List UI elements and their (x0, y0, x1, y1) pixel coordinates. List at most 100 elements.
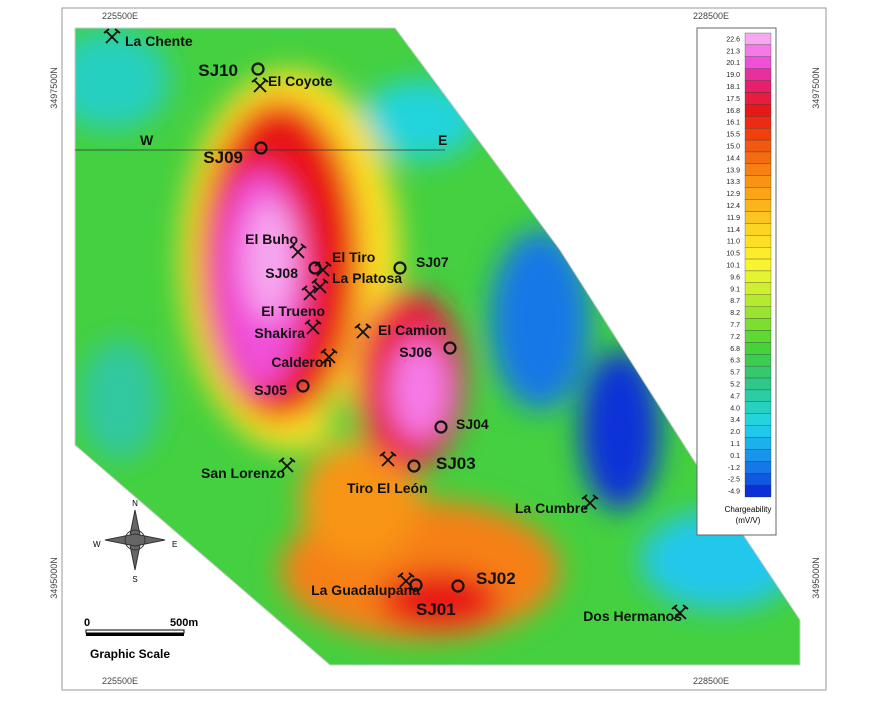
legend-swatch (744, 354, 772, 367)
legend-label: 7.7 (730, 322, 740, 329)
legend-label: 8.7 (730, 298, 740, 305)
coord-label: 225500E (102, 11, 138, 21)
legend-swatch (744, 484, 772, 498)
legend-swatch (744, 330, 772, 343)
survey-outline (74, 27, 801, 666)
legend-label: 10.1 (726, 263, 740, 270)
mine-label: El Buho (245, 231, 298, 247)
legend-swatch (744, 175, 772, 188)
mine-label: Dos Hermanos (583, 608, 682, 624)
drill-hole (434, 420, 448, 434)
legend-swatch (744, 473, 772, 486)
mine-label: El Coyote (268, 73, 333, 89)
legend-swatch (744, 223, 772, 236)
drill-hole (254, 141, 268, 155)
legend-label: 9.6 (730, 274, 740, 281)
compass-s: S (132, 575, 137, 584)
mine-label: Shakira (254, 325, 305, 341)
legend-swatch (744, 294, 772, 307)
mine-icon (581, 494, 599, 510)
legend-label: 4.7 (730, 393, 740, 400)
drill-hole (407, 459, 421, 473)
drill-hole-label: SJ06 (399, 344, 432, 360)
legend-swatch (744, 104, 772, 117)
mine-label: La Cumbre (515, 500, 588, 516)
drill-hole-label: SJ04 (456, 416, 489, 432)
mine-label: El Camion (378, 322, 446, 338)
mine-icon (314, 261, 332, 277)
legend-label: 6.8 (730, 346, 740, 353)
legend-swatch (744, 389, 772, 402)
drill-hole-label: SJ02 (476, 569, 516, 588)
legend-title: Chargeability (725, 505, 772, 514)
compass-w: W (93, 540, 101, 549)
blob (490, 230, 590, 410)
mine-label: San Lorenzo (201, 465, 285, 481)
drill-hole (451, 579, 465, 593)
legend-swatch (744, 199, 772, 212)
legend-swatch (744, 44, 772, 57)
compass-n: N (132, 499, 138, 508)
coord-label: 3497500N (49, 67, 59, 109)
mine-label: El Tiro (332, 249, 375, 265)
blob (245, 200, 295, 320)
compass-e: E (172, 540, 177, 549)
legend-label: 17.5 (726, 96, 740, 103)
scale-end: 500m (170, 617, 198, 629)
legend-swatch (744, 258, 772, 272)
legend-swatch (744, 318, 772, 331)
legend-swatch (744, 306, 772, 319)
legend-label: 14.4 (726, 155, 740, 162)
anomaly-blobs (75, 30, 800, 640)
legend-swatch (744, 56, 772, 69)
mine-icon (278, 457, 296, 473)
legend-label: 13.3 (726, 179, 740, 186)
section-east: E (438, 132, 447, 148)
legend-swatch (744, 247, 772, 260)
legend-swatch (744, 377, 772, 391)
mine-icon (251, 77, 269, 93)
legend-swatch (744, 80, 772, 93)
legend-label: 6.3 (730, 358, 740, 365)
drill-hole-label: SJ03 (436, 454, 476, 473)
legend-swatch (744, 187, 772, 200)
drill-hole-label: SJ08 (265, 265, 298, 281)
legend-swatch (744, 116, 772, 129)
mine-icon (304, 319, 322, 335)
frame (61, 7, 827, 691)
drill-hole-label: SJ01 (416, 600, 456, 619)
blob (580, 350, 660, 510)
legend-label: 16.1 (726, 120, 740, 127)
legend-label: 3.4 (730, 417, 740, 424)
legend-swatch (744, 282, 772, 295)
legend-label: 13.9 (726, 167, 740, 174)
compass-ring (124, 529, 146, 551)
legend-label: 22.6 (726, 36, 740, 43)
legend-label: 0.1 (730, 453, 740, 460)
compass-star (104, 533, 166, 547)
drill-hole-label: SJ07 (416, 254, 449, 270)
legend-swatch (744, 425, 772, 438)
coord-label: 3495000N (811, 557, 821, 599)
legend-label: 16.8 (726, 108, 740, 115)
legend-label: -1.2 (728, 465, 740, 472)
legend-swatch (744, 437, 772, 450)
blob (75, 30, 170, 130)
blob (300, 440, 420, 560)
legend-swatch (744, 68, 772, 81)
legend-label: 19.0 (726, 72, 740, 79)
drill-hole-label: SJ10 (198, 61, 238, 80)
mine-label: Tiro El León (347, 480, 428, 496)
legend-label: 2.0 (730, 429, 740, 436)
coord-label: 3497500N (811, 67, 821, 109)
mine-label: La Chente (125, 33, 193, 49)
drill-hole (296, 379, 310, 393)
blob (80, 340, 160, 460)
legend-label: 12.4 (726, 203, 740, 210)
legend-label: 1.1 (730, 441, 740, 448)
coord-label: 228500E (693, 676, 729, 686)
legend-label: 12.9 (726, 191, 740, 198)
legend-label: 7.2 (730, 334, 740, 341)
legend-swatch (744, 211, 772, 224)
legend-swatch (744, 270, 772, 283)
